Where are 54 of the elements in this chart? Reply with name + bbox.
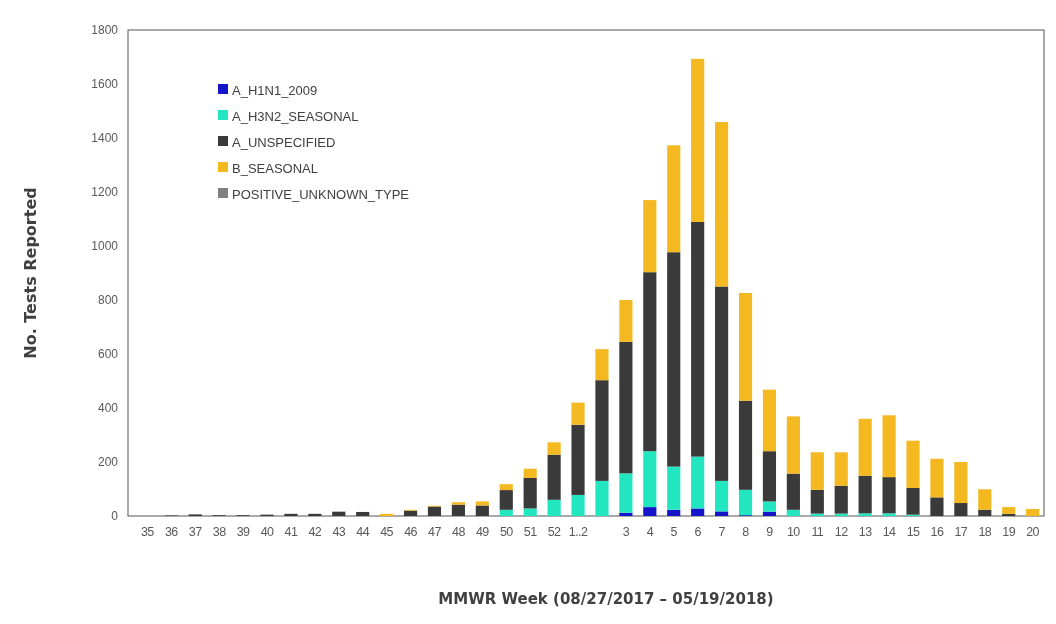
x-tick-label: 39 <box>236 525 251 539</box>
x-tick-label: 37 <box>188 525 203 539</box>
x-tick-label: 1..2 <box>568 525 588 539</box>
y-tick-label: 0 <box>111 509 119 524</box>
x-tick-label: 12 <box>834 525 849 539</box>
x-tick-label: 40 <box>260 525 274 539</box>
y-tick-label: 1400 <box>91 131 119 146</box>
x-tick-label: 45 <box>380 525 394 539</box>
x-tick-label: 11 <box>811 525 824 539</box>
y-tick-label: 800 <box>97 293 119 308</box>
x-tick-label: 10 <box>787 525 801 539</box>
x-tick-label: 7 <box>718 525 726 539</box>
x-tick-label: 20 <box>1026 525 1040 539</box>
legend-label: A_UNSPECIFIED <box>232 134 336 150</box>
x-tick-label: 42 <box>308 525 322 539</box>
x-tick-label: 43 <box>332 525 346 539</box>
legend-label: POSITIVE_UNKNOWN_TYPE <box>232 186 410 202</box>
y-tick-label: 600 <box>97 347 119 362</box>
x-tick-label: 15 <box>906 525 920 539</box>
x-tick-label: 14 <box>882 525 897 539</box>
legend-label: B_SEASONAL <box>232 160 318 176</box>
x-tick-label: 52 <box>547 525 562 539</box>
x-tick-label: 46 <box>404 525 418 539</box>
x-tick-label: 50 <box>499 525 514 539</box>
legend-label: A_H3N2_SEASONAL <box>232 108 359 124</box>
x-tick-label: 49 <box>475 525 490 539</box>
y-tick-label: 1000 <box>91 239 119 254</box>
x-tick-label: 38 <box>212 525 227 539</box>
legend-label: A_H1N1_2009 <box>232 82 318 98</box>
x-tick-label: 3 <box>622 525 630 539</box>
x-tick-label: 8 <box>742 525 750 539</box>
x-tick-label: 47 <box>428 525 442 539</box>
x-tick-label: 9 <box>766 525 774 539</box>
x-tick-label: 4 <box>646 525 654 539</box>
x-tick-label: 5 <box>670 525 678 539</box>
y-axis-title: No. Tests Reported <box>21 187 40 359</box>
x-tick-label: 18 <box>978 525 992 539</box>
y-tick-label: 1600 <box>91 77 119 92</box>
x-tick-label: 35 <box>141 525 155 539</box>
x-tick-label: 48 <box>452 525 466 539</box>
y-tick-label: 1800 <box>91 23 119 38</box>
x-tick-label: 13 <box>858 525 873 539</box>
y-tick-label: 1200 <box>91 185 119 200</box>
y-tick-label: 200 <box>97 455 119 470</box>
x-tick-label: 17 <box>954 525 968 539</box>
x-tick-label: 44 <box>356 525 370 539</box>
x-tick-label: 19 <box>1002 525 1016 539</box>
x-tick-label: 51 <box>523 525 538 539</box>
x-tick-label: 41 <box>284 525 298 539</box>
x-tick-label: 16 <box>930 525 944 539</box>
x-axis-title: MMWR Week (08/27/2017 – 05/19/2018) <box>438 590 774 608</box>
y-tick-label: 400 <box>97 401 119 416</box>
x-tick-label: 36 <box>164 525 179 539</box>
x-tick-label: 6 <box>694 525 702 539</box>
